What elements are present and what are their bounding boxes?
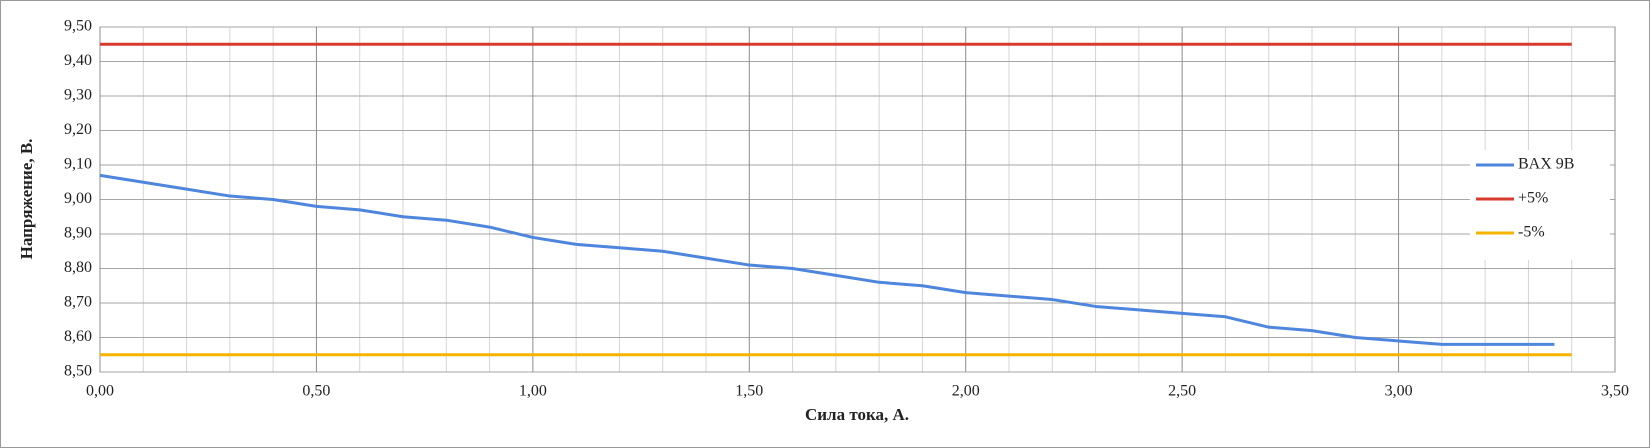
legend-box <box>1470 150 1610 260</box>
series-line <box>99 173 1555 346</box>
y-tick-label: 9,30 <box>64 87 92 104</box>
y-tick-label: 8,70 <box>64 294 92 311</box>
x-tick-label: 1,00 <box>519 383 547 400</box>
x-tick-label: 2,50 <box>1168 383 1196 400</box>
legend-label: -5% <box>1518 224 1545 241</box>
y-tick-label: 9,40 <box>64 52 92 69</box>
y-axis-title: Напряжение, В. <box>17 139 36 260</box>
x-tick-label: 2,00 <box>952 383 980 400</box>
y-tick-label: 8,80 <box>64 259 92 276</box>
x-tick-label: 3,00 <box>1385 383 1413 400</box>
x-tick-label: 0,00 <box>86 383 114 400</box>
y-tick-label: 8,60 <box>64 328 92 345</box>
y-tick-label: 8,90 <box>64 225 92 242</box>
legend-label: +5% <box>1518 190 1548 207</box>
y-tick-label: 9,00 <box>64 190 92 207</box>
y-tick-label: 9,50 <box>64 18 92 35</box>
legend-label: BAX 9B <box>1518 156 1574 173</box>
y-tick-label: 9,10 <box>64 156 92 173</box>
x-axis-title: Сила тока, А. <box>805 405 909 424</box>
y-tick-label: 8,50 <box>64 363 92 380</box>
y-tick-label: 9,20 <box>64 121 92 138</box>
x-tick-label: 0,50 <box>302 383 330 400</box>
x-tick-label: 1,50 <box>735 383 763 400</box>
x-tick-label: 3,50 <box>1601 383 1629 400</box>
